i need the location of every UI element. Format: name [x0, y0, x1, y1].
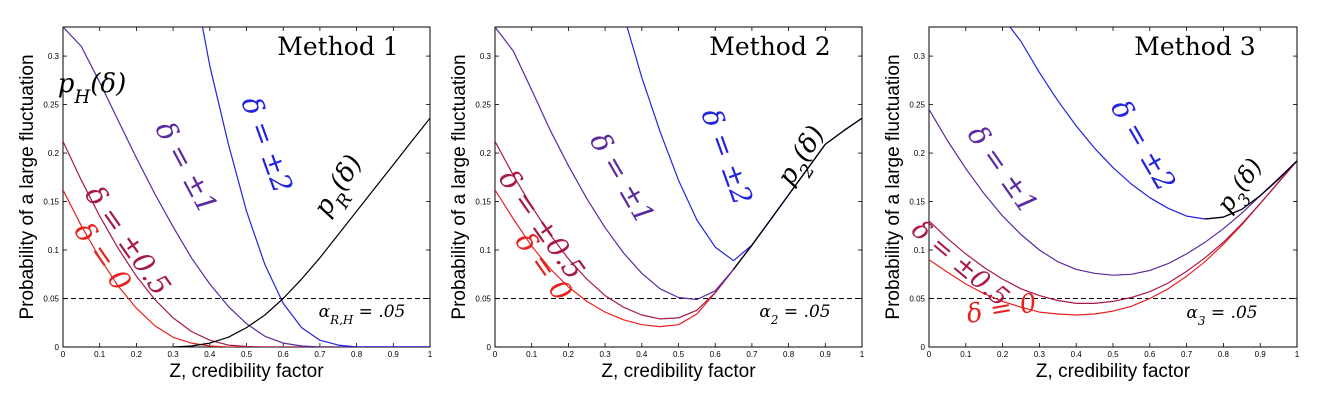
x-tick-label: 0.5: [1107, 350, 1119, 359]
x-tick-label: 0: [493, 350, 498, 359]
x-tick-label: 0.2: [997, 350, 1009, 359]
panel-title: Method 2: [709, 32, 830, 61]
y-tick-label: 0.3: [914, 52, 926, 61]
y-tick-label: 0.2: [480, 149, 492, 158]
y-tick-label: 0.05: [43, 295, 59, 304]
y-axis-label: Probability of a large fluctuation: [17, 54, 38, 319]
x-tick-label: 0.7: [746, 350, 758, 359]
y-tick-label: 0.25: [909, 101, 925, 110]
x-axis-label: Z, credibility factor: [1036, 361, 1191, 382]
curve-annotation: p2​(δ): [771, 121, 838, 196]
x-tick-label: 0.9: [1255, 350, 1267, 359]
curve-annotation: δ = ±2: [234, 92, 299, 197]
curve-annotation: pH​(δ): [58, 69, 126, 108]
x-tick-label: 0.6: [278, 350, 290, 359]
y-tick-label: 0.05: [909, 295, 925, 304]
curve-annotation: δ = ±2: [694, 104, 759, 209]
y-axis-label: Probability of a large fluctuation: [883, 54, 904, 319]
x-tick-label: 0.8: [351, 350, 363, 359]
y-axis-label: Probability of a large fluctuation: [449, 54, 470, 319]
x-axis-label: Z, credibility factor: [169, 361, 324, 382]
x-tick-label: 0.3: [168, 350, 180, 359]
curve-annotation: δ = ±1: [583, 127, 661, 230]
x-tick-label: 0.7: [314, 350, 326, 359]
series-line: [929, 160, 1297, 304]
y-tick-label: 0.2: [914, 149, 926, 158]
y-tick-label: 0.1: [480, 246, 492, 255]
series-line: [201, 27, 430, 347]
y-tick-label: 0.05: [475, 295, 491, 304]
series-line: [929, 160, 1297, 316]
y-tick-label: 0.15: [43, 198, 59, 207]
x-tick-label: 0.1: [960, 350, 972, 359]
x-tick-label: 0.9: [820, 350, 832, 359]
x-tick-label: 0.6: [710, 350, 722, 359]
x-tick-label: 1: [860, 350, 865, 359]
series-line: [173, 117, 430, 347]
y-tick-label: 0.2: [48, 149, 60, 158]
x-tick-label: 0.8: [783, 350, 795, 359]
x-tick-label: 0.9: [388, 350, 400, 359]
x-tick-label: 0: [927, 350, 932, 359]
curve-annotation: δ = ±1: [961, 119, 1045, 219]
y-tick-label: 0.3: [48, 52, 60, 61]
y-tick-label: 0: [55, 343, 60, 352]
curve-annotation: δ = ±2: [1104, 94, 1182, 197]
y-tick-label: 0.15: [909, 198, 925, 207]
x-tick-label: 0.4: [1071, 350, 1083, 359]
x-tick-label: 0.2: [131, 350, 143, 359]
x-tick-label: 0.5: [241, 350, 253, 359]
series-line: [929, 109, 1297, 276]
x-tick-label: 0.8: [1218, 350, 1230, 359]
x-tick-label: 1: [428, 350, 433, 359]
y-tick-label: 0.15: [475, 198, 491, 207]
chart-panel-1: 0 0.1 0.2 0.3 0.4 0.5 0.6 0.7 0.8 0.9 1 0 0.05 0.1 0.1…: [17, 26, 433, 382]
x-tick-label: 1: [1295, 350, 1300, 359]
x-tick-label: 0.1: [94, 350, 106, 359]
x-tick-label: 0.6: [1144, 350, 1156, 359]
x-tick-label: 0.2: [563, 350, 575, 359]
series-line: [63, 27, 430, 347]
y-tick-label: 0.1: [48, 246, 60, 255]
series-line: [1204, 160, 1297, 220]
chart-panel-3: 0 0.1 0.2 0.3 0.4 0.5 0.6 0.7 0.8 0.9 1 0 0.05 0.1 0.1…: [883, 26, 1300, 382]
y-tick-label: 0.25: [43, 101, 59, 110]
y-tick-label: 0.3: [480, 52, 492, 61]
threshold-label: α3​ = .05: [1186, 303, 1257, 328]
threshold-label: α2​ = .05: [759, 302, 830, 327]
panel-title: Method 1: [277, 32, 398, 61]
series-line: [63, 189, 430, 347]
x-tick-label: 0.7: [1181, 350, 1193, 359]
x-tick-label: 0.3: [1034, 350, 1046, 359]
x-axis-label: Z, credibility factor: [601, 361, 756, 382]
x-tick-label: 0: [61, 350, 66, 359]
x-tick-label: 0.1: [526, 350, 538, 359]
series-line: [63, 141, 430, 347]
y-tick-label: 0: [921, 343, 926, 352]
x-tick-label: 0.5: [673, 350, 685, 359]
chart-panel-2: 0 0.1 0.2 0.3 0.4 0.5 0.6 0.7 0.8 0.9 1 0 0.05 0.1 0.1…: [449, 26, 865, 382]
panel-title: Method 3: [1134, 32, 1255, 61]
series-line: [733, 117, 862, 270]
x-tick-label: 0.4: [204, 350, 216, 359]
y-tick-label: 0: [487, 343, 492, 352]
x-tick-label: 0.4: [636, 350, 648, 359]
threshold-label: αR,H​ = .05: [319, 302, 406, 327]
y-tick-label: 0.25: [475, 101, 491, 110]
x-tick-label: 0.3: [600, 350, 612, 359]
y-tick-label: 0.1: [914, 246, 926, 255]
curve-annotation: pR​(δ): [308, 150, 376, 227]
